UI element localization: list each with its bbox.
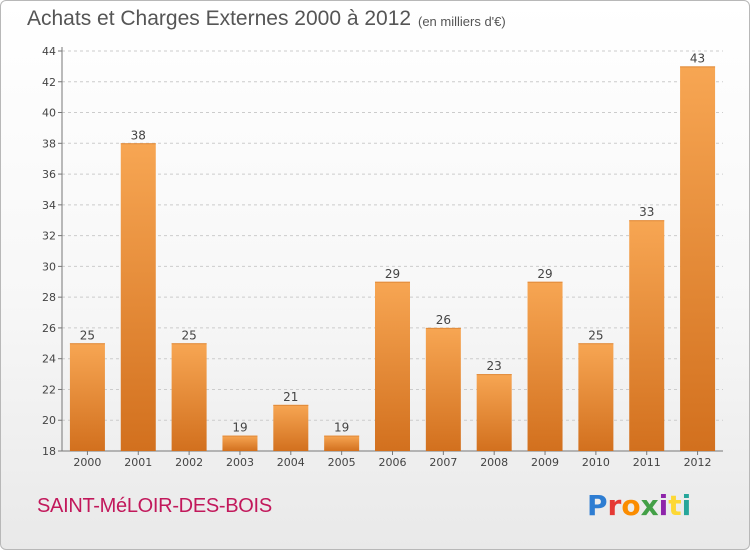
x-tick-label: 2003 <box>226 456 254 469</box>
bar-value-label: 29 <box>537 267 552 281</box>
bar <box>527 281 563 451</box>
bar-value-label: 19 <box>232 421 247 435</box>
x-tick-label: 2005 <box>328 456 356 469</box>
proxiti-logo[interactable]: Proxiti <box>587 489 697 529</box>
y-tick-label: 40 <box>42 107 56 120</box>
y-tick-label: 38 <box>42 137 56 150</box>
bar-value-label: 33 <box>639 205 654 219</box>
bar <box>680 66 716 451</box>
bar <box>425 327 461 451</box>
bar-value-label: 26 <box>436 313 451 327</box>
logo-letter: t <box>668 489 682 522</box>
bar <box>222 435 258 451</box>
bar-value-label: 43 <box>690 51 705 65</box>
y-tick-label: 20 <box>42 414 56 427</box>
logo-letter: i <box>681 489 692 522</box>
logo-letter: x <box>640 489 659 522</box>
logo-letter: r <box>607 489 622 522</box>
y-tick-label: 28 <box>42 291 56 304</box>
y-tick-label: 34 <box>42 199 56 212</box>
bar-value-label: 25 <box>181 328 196 342</box>
x-tick-label: 2001 <box>124 456 152 469</box>
y-tick-label: 30 <box>42 260 56 273</box>
bar-value-label: 29 <box>385 267 400 281</box>
logo-letter: o <box>621 489 641 522</box>
x-tick-label: 2012 <box>684 456 712 469</box>
x-tick-label: 2007 <box>429 456 457 469</box>
bar <box>171 343 207 451</box>
bar <box>120 143 156 452</box>
logo-letter: i <box>658 489 669 522</box>
y-tick-label: 44 <box>42 45 56 58</box>
labels: 25 2000 38 2001 25 2002 19 2003 21 2004 19 2005 29 20… <box>73 51 711 469</box>
bar <box>578 343 614 451</box>
y-tick-label: 32 <box>42 230 56 243</box>
bar <box>69 343 105 451</box>
bar <box>629 220 665 451</box>
commune-name: SAINT-MéLOIR-DES-BOIS <box>37 495 272 517</box>
bar-value-label: 25 <box>588 328 603 342</box>
x-tick-label: 2010 <box>582 456 610 469</box>
y-tick-label: 26 <box>42 322 56 335</box>
bar <box>375 281 410 451</box>
x-tick-label: 2006 <box>379 456 407 469</box>
chart-subtitle: (en milliers d'€) <box>418 14 506 29</box>
bar <box>324 435 360 451</box>
y-tick-label: 22 <box>42 383 56 396</box>
y-tick-label: 42 <box>42 76 56 89</box>
bar-value-label: 38 <box>131 128 146 142</box>
bar <box>273 404 309 451</box>
bar-value-label: 19 <box>334 421 349 435</box>
chart-title: Achats et Charges Externes 2000 à 2012 <box>27 7 412 30</box>
y-tick-label: 18 <box>42 445 56 458</box>
logo-letter: P <box>587 489 608 522</box>
bars <box>69 66 716 452</box>
x-tick-label: 2000 <box>73 456 101 469</box>
x-tick-label: 2011 <box>633 456 661 469</box>
y-tick-label: 24 <box>42 353 56 366</box>
x-tick-label: 2004 <box>277 456 305 469</box>
bar <box>476 374 512 451</box>
y-tick-label: 36 <box>42 168 56 181</box>
bar-value-label: 25 <box>80 328 95 342</box>
x-tick-label: 2002 <box>175 456 203 469</box>
x-tick-label: 2009 <box>531 456 559 469</box>
bar-value-label: 21 <box>283 390 298 404</box>
x-tick-label: 2008 <box>480 456 508 469</box>
bar-value-label: 23 <box>487 359 502 373</box>
